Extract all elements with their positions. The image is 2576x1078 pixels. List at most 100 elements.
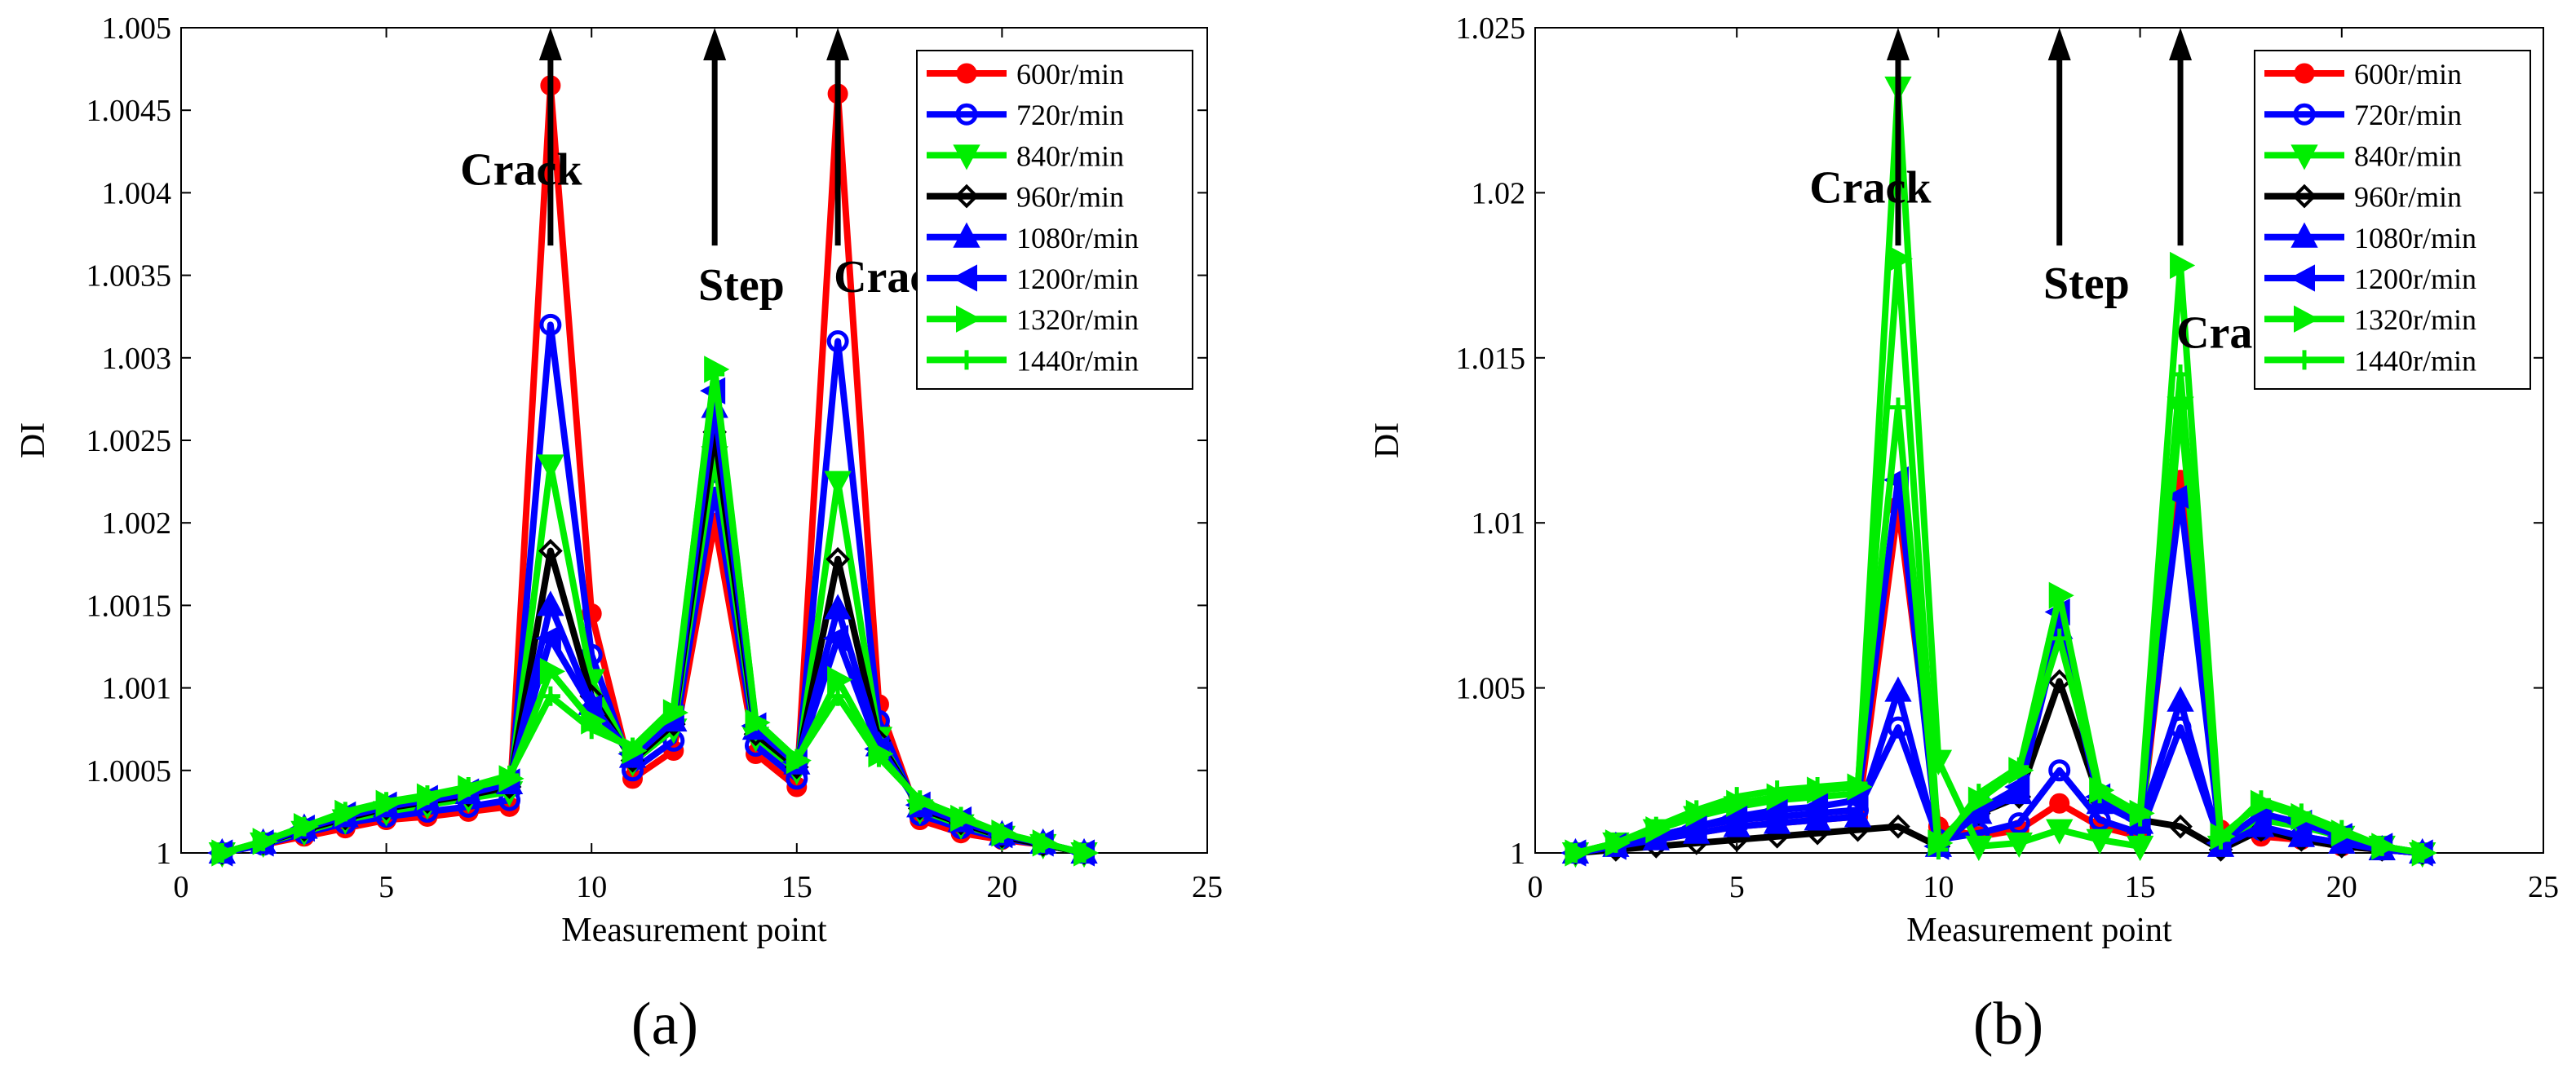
annotation-arrow-head (826, 28, 850, 60)
data-point (825, 546, 850, 572)
legend: 600r/min 720r/min 840r/min 960r/min 1080r/mi… (916, 50, 1193, 390)
legend-entry: 1080r/min (1016, 222, 1139, 254)
y-axis-label: DI (15, 422, 52, 458)
data-point (1727, 787, 1747, 807)
data-point (2211, 829, 2231, 850)
legend-entry: 1440r/min (1016, 344, 1139, 377)
data-point (499, 765, 520, 785)
data-point (2126, 835, 2154, 862)
y-tick-label: 1.003 (102, 342, 172, 376)
data-point (823, 625, 849, 652)
y-tick-label: 1.0045 (86, 94, 172, 128)
y-tick-label: 1.015 (1456, 342, 1526, 376)
x-tick-label: 20 (2326, 870, 2357, 904)
data-point (458, 777, 479, 797)
series-line (221, 365, 1085, 856)
y-tick-label: 1.0025 (86, 424, 172, 458)
y-tick-label: 1.0015 (86, 589, 172, 623)
data-point (824, 594, 852, 620)
data-point (1848, 773, 1868, 793)
legend-entry: 840r/min (1016, 139, 1124, 172)
data-point (294, 816, 314, 837)
data-point (2372, 836, 2392, 856)
legend-marker (2291, 144, 2318, 170)
x-tick-label: 5 (1729, 870, 1745, 904)
data-point (2130, 806, 2150, 827)
y-tick-label: 1 (156, 837, 171, 871)
annotation-label: Step (2043, 258, 2130, 309)
data-point (537, 590, 564, 616)
legend-marker (953, 222, 980, 248)
data-point (537, 454, 564, 480)
y-tick-label: 1.0005 (86, 754, 172, 789)
data-point (212, 843, 232, 863)
series-line (221, 321, 1085, 856)
series-1440r/min (212, 364, 1095, 863)
legend-entry: 1320r/min (1016, 303, 1139, 336)
data-point (1767, 780, 1787, 801)
y-tick-label: 1.001 (102, 672, 172, 706)
data-point (2005, 832, 2033, 858)
data-point (2048, 759, 2071, 782)
chart-panel-b: 0 5 10 15 20 25 1 1.005 1.01 1.015 1.02 1.025 Measur… (1369, 11, 2559, 1058)
data-point (1884, 676, 1912, 702)
data-point (1802, 793, 1829, 820)
panel-caption: (b) (1973, 991, 2043, 1058)
data-point (2090, 784, 2110, 804)
legend-entry: 960r/min (2354, 181, 2462, 214)
series-1320r/min (211, 356, 1100, 867)
legend-entry: 600r/min (1016, 58, 1124, 91)
data-point (746, 711, 766, 731)
y-tick-label: 1.01 (1472, 506, 1526, 541)
legend-entry: 1320r/min (2354, 303, 2476, 336)
x-tick-label: 15 (2125, 870, 2156, 904)
annotation-label: Crack (1809, 163, 1932, 214)
data-point (2049, 793, 2070, 814)
annotation-arrow-head (703, 28, 727, 60)
legend-marker (955, 103, 978, 126)
y-tick-label: 1.005 (102, 11, 172, 46)
legend-marker (953, 144, 980, 170)
data-point (2287, 821, 2316, 847)
series-line (1574, 476, 2423, 856)
data-point (2170, 251, 2196, 280)
data-point (2412, 843, 2432, 863)
data-point (869, 747, 889, 767)
x-tick-label: 25 (1192, 870, 1223, 904)
data-point (1686, 800, 1706, 820)
data-point (2086, 828, 2113, 855)
series-960r/min (210, 420, 1096, 865)
legend-marker (2293, 103, 2316, 126)
data-point (2046, 819, 2074, 845)
data-point (2168, 814, 2193, 839)
data-point (826, 330, 849, 353)
data-point (1843, 802, 1872, 828)
x-tick-label: 15 (781, 870, 812, 904)
legend-marker (2289, 264, 2315, 292)
data-point (1074, 843, 1095, 863)
legend: 600r/min 720r/min 840r/min 960r/min 1080r/mi… (2254, 50, 2531, 390)
series-line (221, 371, 1085, 856)
y-tick-label: 1.02 (1472, 176, 1526, 210)
data-point (992, 823, 1012, 843)
legend-marker (951, 264, 977, 292)
data-point (827, 665, 853, 694)
series-840r/min (208, 446, 1098, 868)
series-line (221, 404, 1085, 856)
chart-panel-a: 0 5 10 15 20 25 1 1.0005 1.001 1.0015 1.002 1.0025 1… (15, 11, 1223, 1058)
data-point (1033, 833, 1053, 853)
data-point (2331, 820, 2352, 840)
x-tick-label: 10 (576, 870, 607, 904)
panel-caption: (a) (631, 991, 698, 1058)
data-point (1968, 784, 1989, 804)
data-point (539, 657, 565, 686)
legend-entry: 840r/min (2354, 139, 2462, 172)
data-point (1965, 835, 1993, 862)
data-point (417, 785, 437, 806)
data-point (1886, 814, 1910, 839)
series-1080r/min (208, 392, 1098, 864)
data-point (2048, 581, 2074, 609)
y-tick-label: 1.005 (1456, 672, 1526, 706)
data-point (828, 686, 848, 706)
